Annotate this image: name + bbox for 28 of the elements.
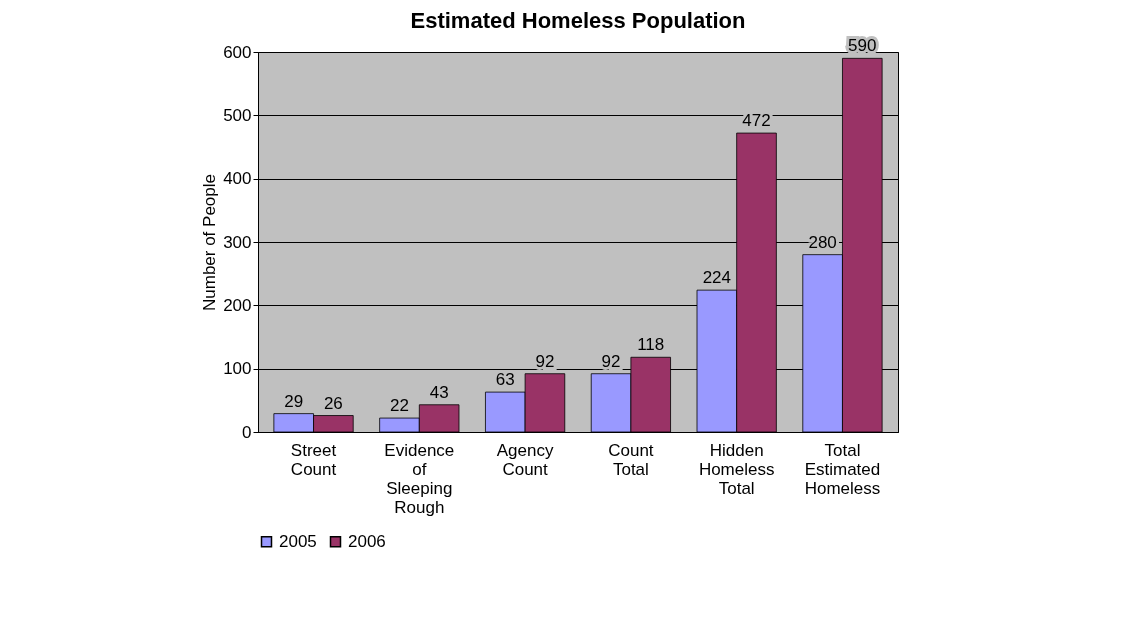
y-tick-label: 500 <box>223 105 252 125</box>
data-label: 92 <box>535 351 555 371</box>
data-label: 63 <box>495 370 515 390</box>
x-tick-label: Agency Count <box>496 440 554 479</box>
data-label: 29 <box>284 391 304 411</box>
legend-label: 2006 <box>348 531 386 551</box>
x-tick-label: Count Total <box>608 440 654 479</box>
data-label: 472 <box>742 111 771 131</box>
x-tick-label: Street Count <box>290 440 337 479</box>
x-tick-label: Evidence of Sleeping Rough <box>384 440 455 517</box>
data-label: 22 <box>390 396 409 416</box>
y-tick-label: 0 <box>242 422 252 442</box>
data-label: 43 <box>429 382 449 402</box>
legend-label: 2005 <box>279 531 317 551</box>
y-tick-label: 100 <box>223 359 252 379</box>
x-tick-label: Hidden Homeless Total <box>698 440 775 498</box>
data-label: 118 <box>637 335 665 355</box>
data-label: 224 <box>702 268 732 288</box>
data-label: 92 <box>601 351 621 371</box>
y-axis-title: Number of People <box>200 173 220 312</box>
chart-title: Estimated Homeless Population <box>410 8 746 34</box>
y-tick-label: 300 <box>223 232 252 252</box>
y-tick-label: 600 <box>223 42 252 62</box>
y-tick-label: 400 <box>223 169 252 189</box>
x-tick-label: Total Estimated Homeless <box>804 440 881 498</box>
y-tick-label: 200 <box>223 295 252 315</box>
data-label: 590 <box>848 36 877 56</box>
data-label: 26 <box>323 393 343 413</box>
